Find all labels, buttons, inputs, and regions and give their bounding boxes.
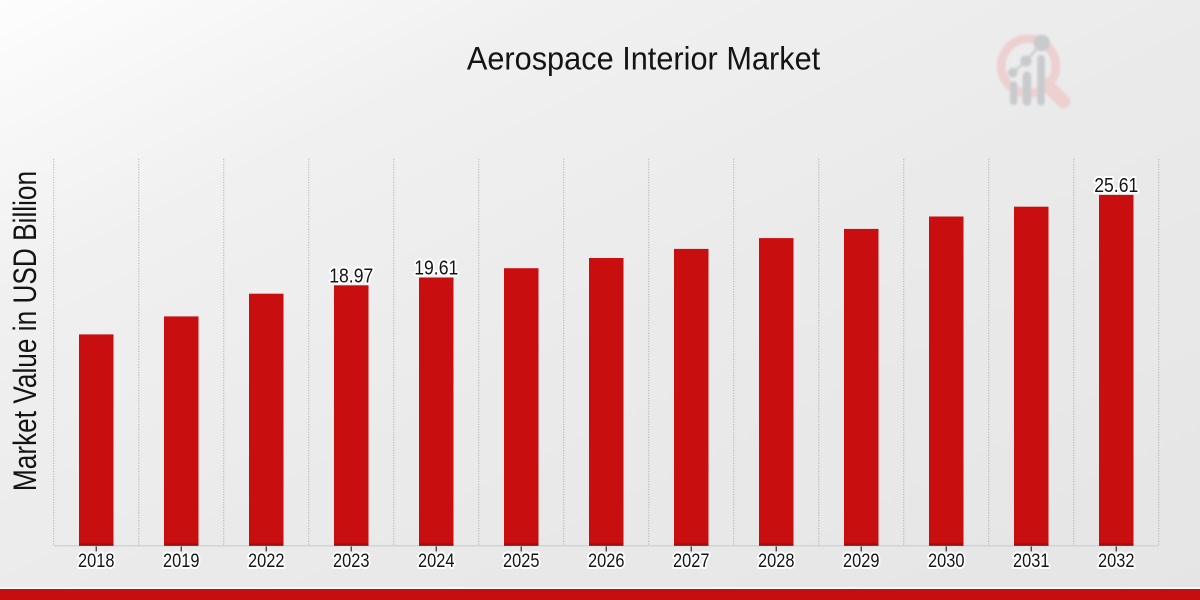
svg-text:Market Value in USD Billion: Market Value in USD Billion (9, 171, 44, 491)
svg-text:2030: 2030 (928, 550, 964, 572)
svg-text:2022: 2022 (248, 550, 284, 572)
svg-text:2026: 2026 (588, 550, 624, 572)
svg-text:2029: 2029 (843, 550, 879, 572)
svg-text:2032: 2032 (1098, 550, 1134, 572)
svg-text:2031: 2031 (1013, 550, 1049, 572)
svg-text:19.61: 19.61 (414, 256, 458, 278)
svg-text:2028: 2028 (758, 550, 794, 572)
svg-text:2018: 2018 (78, 550, 114, 572)
svg-text:2024: 2024 (418, 550, 454, 572)
svg-text:25.61: 25.61 (1094, 174, 1138, 196)
svg-text:2023: 2023 (333, 550, 369, 572)
svg-text:2025: 2025 (503, 550, 539, 572)
svg-text:Aerospace Interior Market: Aerospace Interior Market (467, 41, 821, 77)
svg-text:2027: 2027 (673, 550, 709, 572)
svg-text:2019: 2019 (163, 550, 199, 572)
svg-text:18.97: 18.97 (329, 264, 373, 286)
